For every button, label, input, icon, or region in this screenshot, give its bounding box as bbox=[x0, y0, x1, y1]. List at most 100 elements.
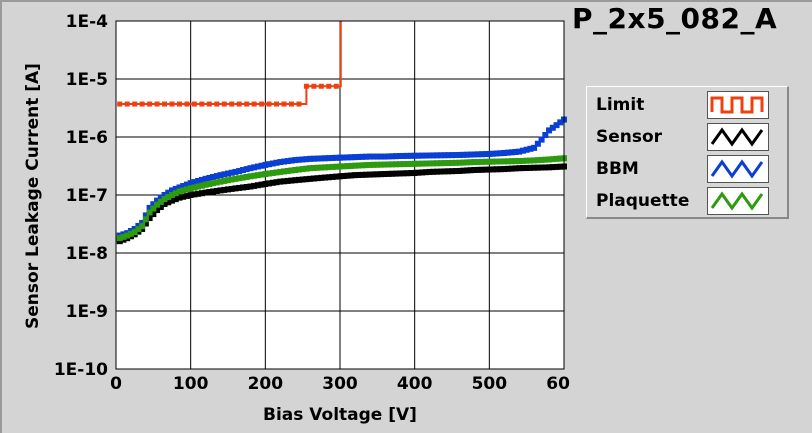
data-point-sensor bbox=[202, 189, 209, 196]
data-point-plaquette bbox=[359, 162, 366, 169]
data-point-sensor bbox=[426, 168, 433, 175]
data-point-plaquette bbox=[292, 166, 299, 173]
data-point-bbm bbox=[430, 152, 437, 159]
data-point-bbm bbox=[307, 155, 314, 162]
data-point-limit bbox=[311, 83, 317, 89]
data-point-limit bbox=[199, 101, 205, 107]
y-tick-label: 1E-10 bbox=[54, 360, 108, 380]
data-point-bbm bbox=[142, 212, 149, 219]
data-point-sensor bbox=[385, 170, 392, 177]
x-tick-label: 500 bbox=[472, 374, 508, 394]
data-point-plaquette bbox=[490, 158, 497, 165]
data-point-bbm bbox=[344, 154, 351, 161]
data-point-plaquette bbox=[378, 161, 385, 168]
data-point-bbm bbox=[217, 172, 224, 179]
data-point-plaquette bbox=[314, 164, 321, 171]
data-point-bbm bbox=[161, 192, 168, 198]
data-point-bbm bbox=[456, 151, 463, 158]
data-point-sensor bbox=[176, 194, 183, 201]
data-point-sensor bbox=[322, 174, 329, 181]
data-point-plaquette bbox=[243, 173, 250, 180]
data-point-sensor bbox=[213, 187, 220, 194]
legend-swatch-limit[interactable] bbox=[707, 91, 769, 119]
data-point-bbm bbox=[254, 163, 261, 170]
data-point-plaquette bbox=[404, 160, 411, 167]
data-point-bbm bbox=[407, 152, 414, 159]
data-point-plaquette bbox=[232, 175, 239, 182]
data-point-sensor bbox=[281, 178, 287, 185]
legend-item-limit[interactable]: Limit bbox=[587, 89, 787, 121]
data-point-limit bbox=[221, 101, 227, 107]
data-point-sensor bbox=[154, 207, 161, 214]
y-tick-label: 1E-7 bbox=[66, 186, 108, 206]
data-point-bbm bbox=[426, 152, 433, 159]
data-point-plaquette bbox=[135, 226, 142, 233]
data-point-plaquette bbox=[426, 160, 433, 167]
data-point-limit bbox=[288, 101, 294, 107]
data-point-plaquette bbox=[329, 163, 336, 170]
legend-item-sensor[interactable]: Sensor bbox=[587, 121, 787, 153]
data-point-plaquette bbox=[475, 158, 482, 165]
data-point-plaquette bbox=[452, 159, 459, 166]
data-point-bbm bbox=[396, 153, 403, 160]
data-point-bbm bbox=[508, 149, 515, 156]
data-point-plaquette bbox=[146, 209, 153, 216]
data-point-sensor bbox=[351, 172, 358, 179]
data-point-sensor bbox=[325, 174, 332, 181]
data-point-bbm bbox=[165, 189, 172, 196]
data-point-sensor bbox=[221, 186, 228, 193]
data-point-limit bbox=[132, 101, 138, 107]
data-point-plaquette bbox=[531, 157, 538, 164]
data-point-plaquette bbox=[157, 198, 164, 205]
data-point-plaquette bbox=[284, 167, 291, 174]
legend-swatch-sensor[interactable] bbox=[707, 123, 769, 151]
triangle-wave-icon bbox=[710, 159, 764, 179]
data-point-bbm bbox=[415, 152, 422, 159]
data-point-bbm bbox=[400, 152, 407, 159]
data-point-bbm bbox=[460, 151, 467, 158]
series-group bbox=[116, 21, 567, 245]
data-point-plaquette bbox=[337, 163, 343, 170]
data-point-plaquette bbox=[180, 187, 187, 194]
data-point-plaquette bbox=[546, 156, 553, 163]
data-point-plaquette bbox=[307, 165, 314, 172]
data-point-plaquette bbox=[299, 166, 306, 173]
legend-label-sensor: Sensor bbox=[596, 127, 663, 147]
triangle-wave-icon bbox=[710, 127, 764, 147]
data-point-bbm bbox=[180, 183, 187, 190]
data-point-sensor bbox=[277, 178, 284, 185]
data-point-plaquette bbox=[183, 186, 190, 193]
data-point-plaquette bbox=[437, 160, 444, 167]
data-point-sensor bbox=[161, 200, 168, 207]
data-point-plaquette bbox=[355, 162, 362, 169]
data-point-plaquette bbox=[445, 159, 452, 166]
data-point-limit bbox=[296, 101, 302, 107]
y-tick-label: 1E-4 bbox=[66, 12, 108, 32]
data-point-sensor bbox=[165, 199, 172, 206]
data-point-sensor bbox=[198, 190, 205, 197]
data-point-plaquette bbox=[322, 164, 329, 171]
legend-item-plaquette[interactable]: Plaquette bbox=[587, 185, 787, 217]
data-point-limit bbox=[281, 101, 287, 107]
triangle-wave-icon bbox=[710, 191, 764, 211]
data-point-sensor bbox=[310, 175, 317, 182]
data-point-limit bbox=[214, 101, 220, 107]
data-point-sensor bbox=[523, 164, 530, 171]
legend-swatch-bbm[interactable] bbox=[707, 155, 769, 183]
data-point-bbm bbox=[157, 194, 164, 201]
data-point-bbm bbox=[452, 152, 459, 159]
data-point-plaquette bbox=[366, 161, 373, 168]
data-point-plaquette bbox=[116, 235, 123, 242]
data-point-bbm bbox=[225, 170, 231, 177]
data-point-sensor bbox=[404, 170, 411, 177]
data-point-plaquette bbox=[534, 157, 541, 164]
data-point-plaquette bbox=[344, 163, 351, 170]
data-point-bbm bbox=[482, 151, 489, 158]
data-point-sensor bbox=[396, 170, 403, 177]
data-point-limit bbox=[326, 83, 332, 89]
data-point-plaquette bbox=[486, 158, 493, 165]
legend-item-bbm[interactable]: BBM bbox=[587, 153, 787, 185]
y-tick-label: 1E-5 bbox=[66, 70, 108, 90]
legend-swatch-plaquette[interactable] bbox=[707, 187, 769, 215]
data-point-plaquette bbox=[396, 161, 403, 168]
